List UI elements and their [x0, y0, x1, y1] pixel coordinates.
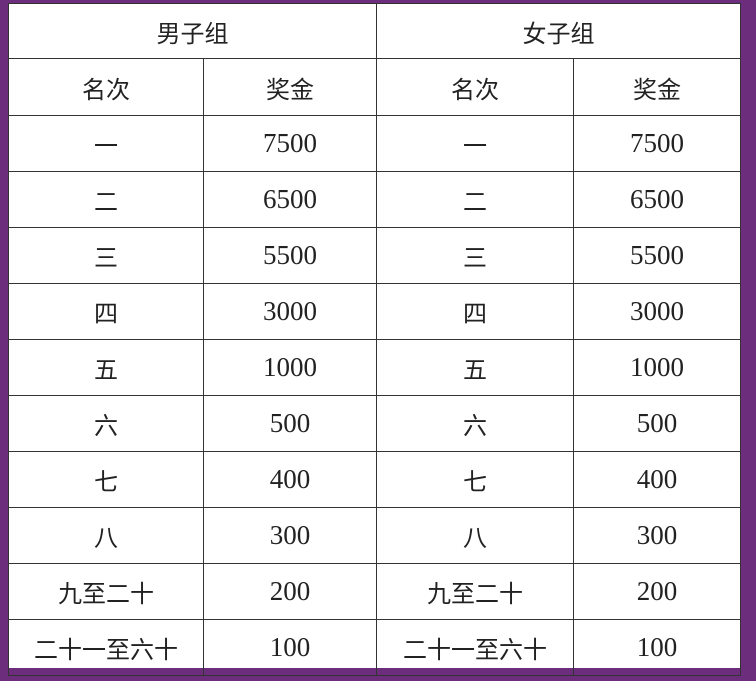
women-group-header: 女子组 — [376, 3, 741, 59]
men-prize-cell: 1000 — [203, 339, 377, 396]
table-row: 四 3000 四 3000 — [8, 283, 741, 340]
women-rank-cell: 三 — [376, 227, 574, 284]
men-rank-cell: 三 — [8, 227, 204, 284]
women-rank-cell: 一 — [376, 115, 574, 172]
women-prize-cell: 100 — [573, 619, 741, 676]
table-row: 八 300 八 300 — [8, 507, 741, 564]
men-rank-cell: 一 — [8, 115, 204, 172]
men-rank-cell: 二十一至六十 — [8, 619, 204, 676]
men-rank-cell: 九至二十 — [8, 563, 204, 620]
prize-table-sheet: 男子组 女子组 名次 奖金 名次 奖金 一 7500 一 7500 二 6500 二 6500… — [8, 3, 741, 676]
men-group-header: 男子组 — [8, 3, 377, 59]
women-rank-header: 名次 — [376, 58, 574, 116]
men-rank-cell: 二 — [8, 171, 204, 228]
men-prize-cell: 500 — [203, 395, 377, 452]
women-prize-cell: 400 — [573, 451, 741, 508]
women-prize-cell: 500 — [573, 395, 741, 452]
men-prize-cell: 7500 — [203, 115, 377, 172]
group-header-row: 男子组 女子组 — [8, 3, 741, 59]
table-row: 七 400 七 400 — [8, 451, 741, 508]
table-row: 一 7500 一 7500 — [8, 115, 741, 172]
women-rank-cell: 六 — [376, 395, 574, 452]
men-prize-cell: 100 — [203, 619, 377, 676]
men-rank-cell: 五 — [8, 339, 204, 396]
prize-table: 男子组 女子组 名次 奖金 名次 奖金 一 7500 一 7500 二 6500 二 6500… — [8, 3, 741, 676]
men-rank-header: 名次 — [8, 58, 204, 116]
women-prize-cell: 3000 — [573, 283, 741, 340]
women-prize-cell: 1000 — [573, 339, 741, 396]
men-rank-cell: 七 — [8, 451, 204, 508]
men-prize-cell: 300 — [203, 507, 377, 564]
men-rank-cell: 四 — [8, 283, 204, 340]
column-header-row: 名次 奖金 名次 奖金 — [8, 58, 741, 116]
table-row: 三 5500 三 5500 — [8, 227, 741, 284]
women-prize-cell: 5500 — [573, 227, 741, 284]
women-rank-cell: 九至二十 — [376, 563, 574, 620]
men-prize-cell: 5500 — [203, 227, 377, 284]
table-row: 五 1000 五 1000 — [8, 339, 741, 396]
men-prize-cell: 6500 — [203, 171, 377, 228]
women-rank-cell: 二 — [376, 171, 574, 228]
table-row: 六 500 六 500 — [8, 395, 741, 452]
men-prize-cell: 3000 — [203, 283, 377, 340]
women-rank-cell: 二十一至六十 — [376, 619, 574, 676]
men-rank-cell: 八 — [8, 507, 204, 564]
men-prize-cell: 400 — [203, 451, 377, 508]
women-prize-header: 奖金 — [573, 58, 741, 116]
men-rank-cell: 六 — [8, 395, 204, 452]
women-rank-cell: 五 — [376, 339, 574, 396]
women-rank-cell: 四 — [376, 283, 574, 340]
women-prize-cell: 6500 — [573, 171, 741, 228]
table-row: 二 6500 二 6500 — [8, 171, 741, 228]
table-row: 九至二十 200 九至二十 200 — [8, 563, 741, 620]
women-rank-cell: 八 — [376, 507, 574, 564]
women-prize-cell: 200 — [573, 563, 741, 620]
men-prize-cell: 200 — [203, 563, 377, 620]
women-prize-cell: 7500 — [573, 115, 741, 172]
men-prize-header: 奖金 — [203, 58, 377, 116]
women-rank-cell: 七 — [376, 451, 574, 508]
table-row: 二十一至六十 100 二十一至六十 100 — [8, 619, 741, 676]
women-prize-cell: 300 — [573, 507, 741, 564]
